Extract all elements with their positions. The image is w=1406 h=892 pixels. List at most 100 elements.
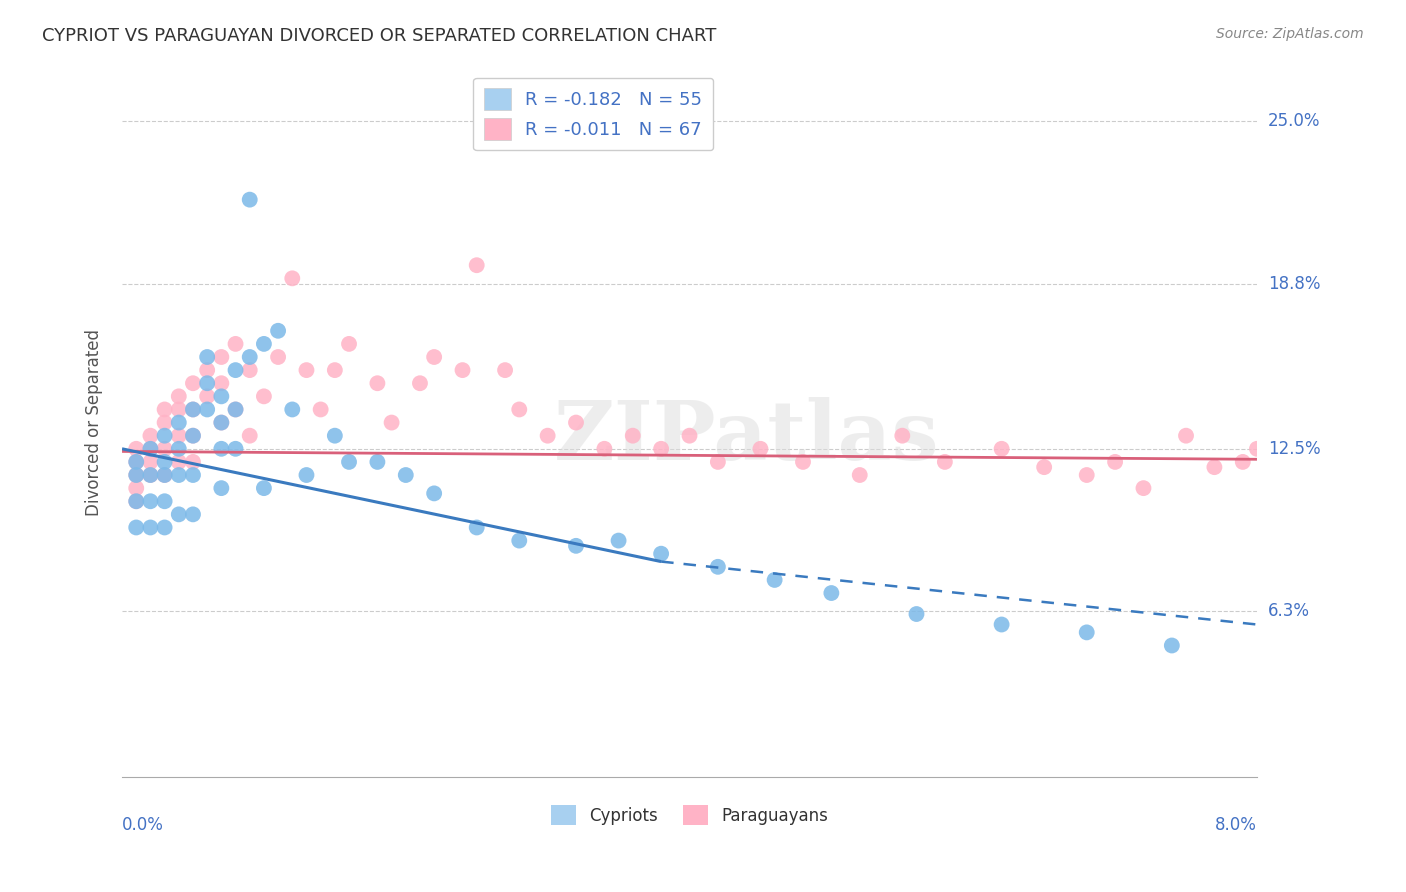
- Point: [1104, 455, 1126, 469]
- Point: [423, 350, 446, 364]
- Point: [537, 428, 560, 442]
- Point: [239, 363, 262, 377]
- Point: [337, 455, 360, 469]
- Point: [209, 376, 232, 391]
- Point: [153, 442, 176, 456]
- Point: [167, 468, 190, 483]
- Point: [1132, 481, 1154, 495]
- Point: [209, 416, 232, 430]
- Point: [195, 376, 218, 391]
- Point: [1076, 625, 1098, 640]
- Legend: Cypriots, Paraguayans: Cypriots, Paraguayans: [544, 798, 835, 832]
- Point: [253, 481, 276, 495]
- Point: [409, 376, 432, 391]
- Point: [650, 442, 672, 456]
- Point: [181, 468, 204, 483]
- Point: [153, 494, 176, 508]
- Point: [295, 363, 318, 377]
- Point: [125, 520, 148, 534]
- Point: [508, 402, 530, 417]
- Point: [181, 402, 204, 417]
- Point: [593, 442, 616, 456]
- Point: [195, 363, 218, 377]
- Point: [139, 455, 162, 469]
- Point: [366, 455, 388, 469]
- Point: [323, 363, 346, 377]
- Point: [1274, 468, 1296, 483]
- Text: ZIPatlas: ZIPatlas: [554, 397, 939, 476]
- Point: [209, 442, 232, 456]
- Point: [239, 193, 262, 207]
- Point: [225, 337, 247, 351]
- Point: [181, 402, 204, 417]
- Point: [905, 607, 928, 621]
- Point: [167, 455, 190, 469]
- Point: [891, 428, 914, 442]
- Point: [763, 573, 786, 587]
- Point: [153, 468, 176, 483]
- Point: [139, 442, 162, 456]
- Point: [153, 416, 176, 430]
- Point: [565, 416, 588, 430]
- Point: [707, 559, 730, 574]
- Point: [281, 271, 304, 285]
- Point: [1076, 468, 1098, 483]
- Point: [125, 468, 148, 483]
- Point: [267, 324, 290, 338]
- Point: [465, 258, 488, 272]
- Point: [323, 428, 346, 442]
- Point: [125, 494, 148, 508]
- Point: [125, 494, 148, 508]
- Point: [181, 428, 204, 442]
- Point: [125, 455, 148, 469]
- Point: [225, 363, 247, 377]
- Point: [225, 442, 247, 456]
- Point: [267, 350, 290, 364]
- Point: [792, 455, 814, 469]
- Point: [225, 402, 247, 417]
- Point: [153, 468, 176, 483]
- Text: 12.5%: 12.5%: [1268, 440, 1320, 458]
- Text: 8.0%: 8.0%: [1215, 815, 1257, 833]
- Point: [451, 363, 474, 377]
- Point: [707, 455, 730, 469]
- Point: [167, 402, 190, 417]
- Point: [565, 539, 588, 553]
- Point: [139, 520, 162, 534]
- Point: [621, 428, 644, 442]
- Point: [209, 416, 232, 430]
- Point: [337, 337, 360, 351]
- Point: [153, 520, 176, 534]
- Point: [209, 350, 232, 364]
- Point: [253, 337, 276, 351]
- Point: [181, 376, 204, 391]
- Point: [494, 363, 516, 377]
- Point: [848, 468, 870, 483]
- Point: [281, 402, 304, 417]
- Point: [508, 533, 530, 548]
- Point: [195, 402, 218, 417]
- Point: [1204, 460, 1226, 475]
- Point: [139, 468, 162, 483]
- Point: [381, 416, 404, 430]
- Point: [395, 468, 418, 483]
- Point: [167, 389, 190, 403]
- Point: [153, 455, 176, 469]
- Point: [1033, 460, 1056, 475]
- Point: [139, 468, 162, 483]
- Point: [650, 547, 672, 561]
- Point: [209, 389, 232, 403]
- Point: [1246, 442, 1268, 456]
- Point: [239, 350, 262, 364]
- Point: [990, 617, 1012, 632]
- Point: [167, 416, 190, 430]
- Point: [678, 428, 700, 442]
- Point: [125, 481, 148, 495]
- Point: [153, 428, 176, 442]
- Point: [167, 428, 190, 442]
- Point: [366, 376, 388, 391]
- Point: [195, 350, 218, 364]
- Point: [295, 468, 318, 483]
- Point: [167, 508, 190, 522]
- Point: [1175, 428, 1198, 442]
